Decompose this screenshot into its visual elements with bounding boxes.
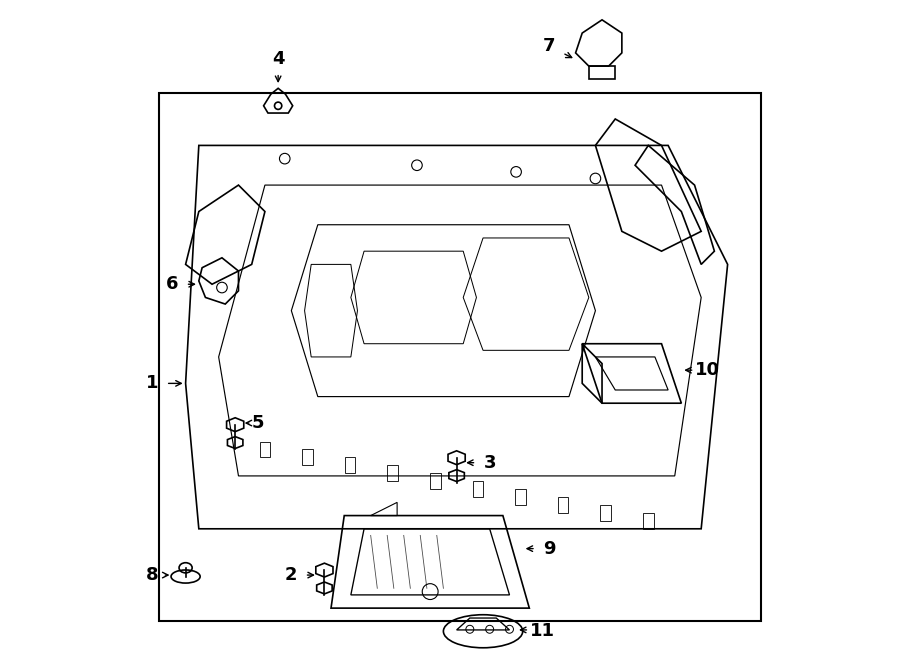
Bar xyxy=(558,497,569,513)
Text: 6: 6 xyxy=(166,275,178,293)
Text: 8: 8 xyxy=(146,566,159,584)
Text: 10: 10 xyxy=(696,361,720,379)
Bar xyxy=(302,449,313,465)
Text: 2: 2 xyxy=(285,566,298,584)
Text: 5: 5 xyxy=(252,414,265,432)
Text: 4: 4 xyxy=(272,50,284,69)
Bar xyxy=(643,513,653,529)
Text: 11: 11 xyxy=(530,622,555,641)
Bar xyxy=(259,442,270,457)
Bar xyxy=(387,465,398,481)
Bar xyxy=(430,473,441,489)
Text: 9: 9 xyxy=(543,539,555,558)
Bar xyxy=(515,489,526,505)
Bar xyxy=(472,481,483,497)
Bar xyxy=(600,505,611,521)
Bar xyxy=(345,457,356,473)
Text: 3: 3 xyxy=(483,453,496,472)
Text: 1: 1 xyxy=(147,374,158,393)
Text: 7: 7 xyxy=(543,37,555,56)
Bar xyxy=(159,93,760,621)
